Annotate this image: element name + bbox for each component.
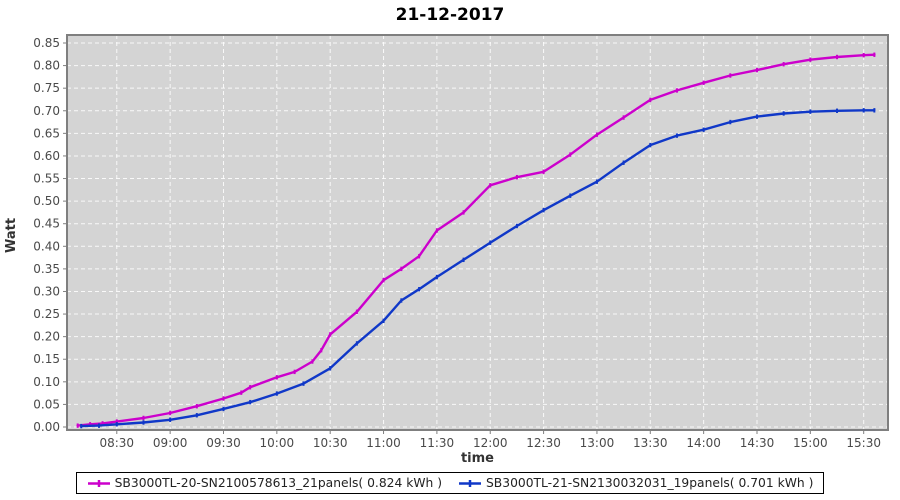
y-tick-label: 0.00 [33, 420, 60, 434]
x-tick-label: 11:30 [420, 436, 455, 450]
plot-background [67, 35, 888, 430]
x-tick-label: 13:30 [633, 436, 668, 450]
y-tick-label: 0.45 [33, 217, 60, 231]
y-tick-label: 0.50 [33, 194, 60, 208]
y-tick-label: 0.80 [33, 59, 60, 73]
legend-label-series2: SB3000TL-21-SN2130032031_19panels( 0.701… [486, 476, 814, 490]
y-tick-label: 0.85 [33, 36, 60, 50]
chart-title: 21-12-2017 [395, 5, 505, 25]
legend-box: SB3000TL-20-SN2100578613_21panels( 0.824… [75, 472, 825, 494]
x-tick-label: 14:00 [686, 436, 721, 450]
legend: SB3000TL-20-SN2100578613_21panels( 0.824… [0, 472, 900, 494]
y-tick-label: 0.10 [33, 375, 60, 389]
y-tick-label: 0.05 [33, 397, 60, 411]
plot-area: 0.00 0.05 0.10 0.15 0.20 0.25 0.30 0.35 0.40 0.45… [33, 34, 889, 450]
plot-border [66, 34, 889, 431]
x-tick-label: 13:00 [580, 436, 615, 450]
x-tick-label: 15:30 [846, 436, 881, 450]
x-tick-label: 12:00 [473, 436, 508, 450]
x-tick-label: 11:00 [366, 436, 401, 450]
legend-item-series1: SB3000TL-20-SN2100578613_21panels( 0.824… [87, 476, 442, 490]
y-tick-label: 0.65 [33, 126, 60, 140]
y-axis-label: Watt [4, 217, 19, 253]
y-tick-label: 0.55 [33, 172, 60, 186]
y-tick-label: 0.20 [33, 330, 60, 344]
y-tick-label: 0.70 [33, 104, 60, 118]
legend-item-series2: SB3000TL-21-SN2130032031_19panels( 0.701… [458, 476, 813, 490]
x-tick-label: 08:30 [99, 436, 134, 450]
x-tick-label: 15:00 [793, 436, 828, 450]
x-tick-label: 09:00 [153, 436, 188, 450]
y-tick-label: 0.25 [33, 307, 60, 321]
x-axis-label: time [460, 451, 495, 466]
y-tick-label: 0.15 [33, 352, 60, 366]
y-tick-label: 0.30 [33, 284, 60, 298]
x-tick-label: 12:30 [526, 436, 561, 450]
legend-label-series1: SB3000TL-20-SN2100578613_21panels( 0.824… [114, 476, 442, 490]
series1-line-sample-icon [87, 479, 110, 487]
x-tick-label: 10:30 [313, 436, 348, 450]
y-tick-label: 0.35 [33, 262, 60, 276]
x-tick-label: 09:30 [206, 436, 241, 450]
y-tick-label: 0.75 [33, 81, 60, 95]
x-tick-label: 10:00 [260, 436, 295, 450]
y-tick-label: 0.40 [33, 239, 60, 253]
x-tick-label: 14:30 [740, 436, 775, 450]
y-tick-label: 0.60 [33, 149, 60, 163]
series2-line-sample-icon [459, 479, 481, 487]
